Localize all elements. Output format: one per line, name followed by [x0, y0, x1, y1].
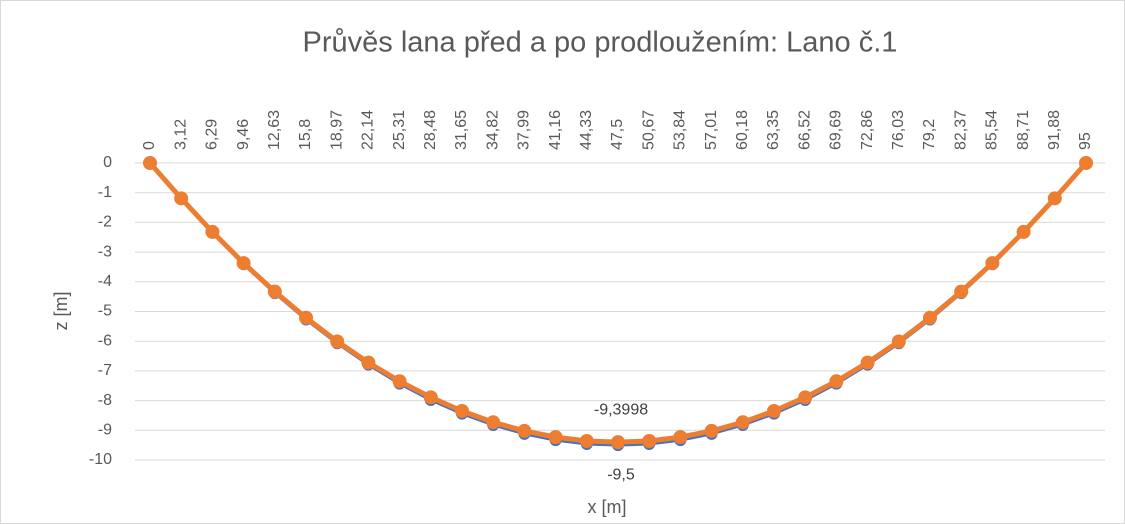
y-axis-label: z [m] — [51, 292, 71, 331]
marker — [299, 310, 313, 325]
x-tick-label: 76,03 — [890, 110, 907, 150]
y-tick-label: -1 — [98, 184, 112, 201]
marker — [579, 433, 594, 448]
marker — [361, 355, 376, 370]
marker — [392, 374, 407, 389]
marker — [642, 433, 657, 448]
y-tick-label: -9 — [98, 422, 112, 439]
y-tick-label: -8 — [98, 392, 112, 409]
marker — [923, 310, 937, 325]
y-tick-label: -6 — [98, 332, 112, 349]
marker — [486, 415, 501, 430]
marker — [205, 224, 220, 239]
x-tick-label: 12,63 — [266, 110, 283, 150]
x-tick-label: 34,82 — [484, 110, 501, 150]
x-tick-label: 53,84 — [672, 110, 689, 150]
marker — [798, 390, 813, 405]
x-tick-label: 82,37 — [952, 110, 969, 150]
y-tick-label: -2 — [98, 214, 112, 231]
x-tick-label: 9,46 — [235, 119, 252, 150]
x-tick-label: 66,52 — [796, 110, 813, 150]
x-tick-label: 37,99 — [516, 110, 533, 150]
x-tick-label: 25,31 — [391, 110, 408, 150]
x-tick-label: 3,12 — [172, 119, 189, 150]
marker — [954, 284, 969, 299]
marker — [1016, 224, 1031, 239]
x-tick-label: 50,67 — [640, 110, 657, 150]
x-tick-label: 31,65 — [453, 110, 470, 150]
x-tick-label: 44,33 — [578, 110, 595, 150]
marker — [517, 423, 532, 438]
marker — [860, 355, 875, 370]
x-tick-label: 28,48 — [422, 110, 439, 150]
x-tick-label: 15,8 — [297, 119, 314, 150]
marker — [829, 374, 844, 389]
marker — [891, 334, 906, 349]
marker — [704, 423, 719, 438]
x-tick-label: 18,97 — [328, 110, 345, 150]
marker — [330, 334, 345, 349]
x-tick-label: 79,2 — [921, 119, 938, 150]
marker — [143, 156, 157, 170]
x-tick-label: 72,86 — [859, 110, 876, 150]
x-tick-label: 85,54 — [984, 110, 1001, 150]
y-tick-label: -7 — [98, 362, 112, 379]
y-tick-label: -3 — [98, 243, 112, 260]
x-tick-label: 47,5 — [609, 119, 626, 150]
marker — [423, 390, 438, 405]
marker — [1079, 156, 1093, 170]
marker — [767, 403, 781, 418]
x-tick-label: 63,35 — [765, 110, 782, 150]
y-tick-label: -10 — [89, 451, 112, 468]
x-tick-label: 0 — [141, 141, 158, 150]
x-tick-label: 95 — [1077, 132, 1094, 150]
x-tick-label: 41,16 — [547, 110, 564, 150]
x-tick-label: 69,69 — [828, 110, 845, 150]
marker — [611, 435, 625, 450]
y-tick-label: 0 — [103, 154, 112, 171]
data-label: -9,3998 — [594, 401, 648, 418]
x-tick-label: 57,01 — [703, 110, 720, 150]
chart-title: Průvěs lana před a po prodloužením: Lano… — [303, 27, 898, 59]
marker — [455, 403, 469, 418]
marker — [236, 256, 251, 271]
x-tick-label: 22,14 — [360, 110, 377, 150]
x-tick-label: 60,18 — [734, 110, 751, 150]
marker — [985, 256, 1000, 271]
x-axis-label: x [m] — [588, 497, 627, 517]
y-tick-label: -5 — [98, 303, 112, 320]
x-tick-label: 91,88 — [1046, 110, 1063, 150]
data-label: -9,5 — [607, 466, 635, 483]
marker — [267, 284, 282, 299]
x-tick-label: 6,29 — [204, 119, 221, 150]
marker — [548, 430, 563, 445]
marker — [735, 415, 750, 430]
x-tick-label: 88,71 — [1015, 110, 1032, 150]
y-tick-label: -4 — [98, 273, 112, 290]
marker — [1047, 191, 1062, 206]
marker — [673, 430, 688, 445]
marker — [174, 191, 189, 206]
